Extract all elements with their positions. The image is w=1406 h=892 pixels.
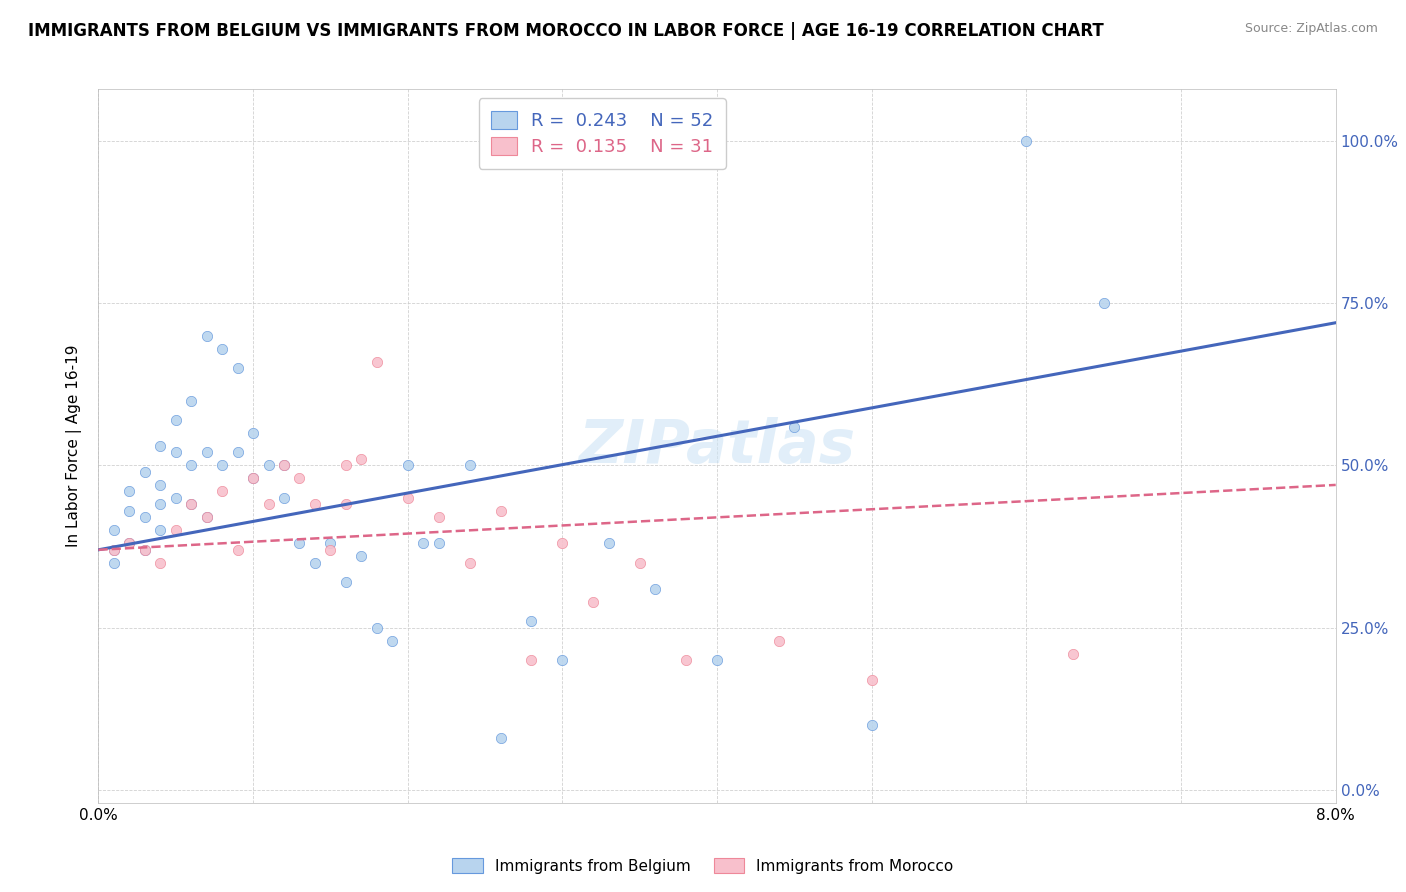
Point — [165, 491, 187, 505]
Point — [211, 484, 233, 499]
Point — [458, 458, 481, 473]
Point — [273, 458, 295, 473]
Point — [165, 524, 187, 538]
Point — [165, 413, 187, 427]
Point — [350, 452, 373, 467]
Point — [257, 458, 280, 473]
Point — [180, 458, 202, 473]
Point — [242, 471, 264, 485]
Point — [226, 361, 249, 376]
Point — [551, 653, 574, 667]
Point — [288, 536, 311, 550]
Point — [675, 653, 697, 667]
Point — [226, 445, 249, 459]
Point — [783, 419, 806, 434]
Point — [458, 556, 481, 570]
Point — [180, 393, 202, 408]
Point — [520, 653, 543, 667]
Point — [134, 510, 156, 524]
Point — [551, 536, 574, 550]
Point — [427, 510, 450, 524]
Point — [768, 633, 790, 648]
Point — [134, 465, 156, 479]
Point — [396, 491, 419, 505]
Point — [412, 536, 434, 550]
Point — [103, 556, 125, 570]
Point — [304, 497, 326, 511]
Point — [118, 536, 141, 550]
Point — [211, 458, 233, 473]
Point — [226, 542, 249, 557]
Point — [257, 497, 280, 511]
Point — [860, 673, 883, 687]
Point — [1092, 296, 1115, 310]
Text: ZIPatlas: ZIPatlas — [578, 417, 856, 475]
Point — [118, 484, 141, 499]
Point — [165, 445, 187, 459]
Point — [273, 458, 295, 473]
Point — [211, 342, 233, 356]
Point — [520, 614, 543, 628]
Point — [628, 556, 651, 570]
Point — [180, 497, 202, 511]
Point — [427, 536, 450, 550]
Point — [489, 504, 512, 518]
Point — [396, 458, 419, 473]
Point — [335, 575, 357, 590]
Point — [706, 653, 728, 667]
Text: IMMIGRANTS FROM BELGIUM VS IMMIGRANTS FROM MOROCCO IN LABOR FORCE | AGE 16-19 CO: IMMIGRANTS FROM BELGIUM VS IMMIGRANTS FR… — [28, 22, 1104, 40]
Point — [381, 633, 404, 648]
Point — [134, 542, 156, 557]
Point — [1015, 134, 1038, 148]
Point — [319, 542, 342, 557]
Point — [180, 497, 202, 511]
Point — [149, 524, 172, 538]
Point — [304, 556, 326, 570]
Point — [118, 504, 141, 518]
Point — [134, 542, 156, 557]
Point — [242, 425, 264, 440]
Point — [335, 458, 357, 473]
Point — [644, 582, 666, 596]
Point — [118, 536, 141, 550]
Point — [860, 718, 883, 732]
Y-axis label: In Labor Force | Age 16-19: In Labor Force | Age 16-19 — [66, 344, 83, 548]
Point — [195, 510, 218, 524]
Point — [598, 536, 620, 550]
Text: Source: ZipAtlas.com: Source: ZipAtlas.com — [1244, 22, 1378, 36]
Point — [149, 478, 172, 492]
Point — [195, 328, 218, 343]
Legend: Immigrants from Belgium, Immigrants from Morocco: Immigrants from Belgium, Immigrants from… — [446, 852, 960, 880]
Point — [103, 524, 125, 538]
Point — [350, 549, 373, 564]
Point — [366, 354, 388, 368]
Point — [319, 536, 342, 550]
Point — [149, 556, 172, 570]
Point — [149, 439, 172, 453]
Point — [582, 595, 605, 609]
Point — [366, 621, 388, 635]
Point — [195, 510, 218, 524]
Point — [335, 497, 357, 511]
Point — [195, 445, 218, 459]
Point — [103, 542, 125, 557]
Point — [103, 542, 125, 557]
Point — [489, 731, 512, 745]
Point — [288, 471, 311, 485]
Point — [242, 471, 264, 485]
Point — [1062, 647, 1084, 661]
Point — [149, 497, 172, 511]
Point — [273, 491, 295, 505]
Legend: R =  0.243    N = 52, R =  0.135    N = 31: R = 0.243 N = 52, R = 0.135 N = 31 — [478, 98, 725, 169]
